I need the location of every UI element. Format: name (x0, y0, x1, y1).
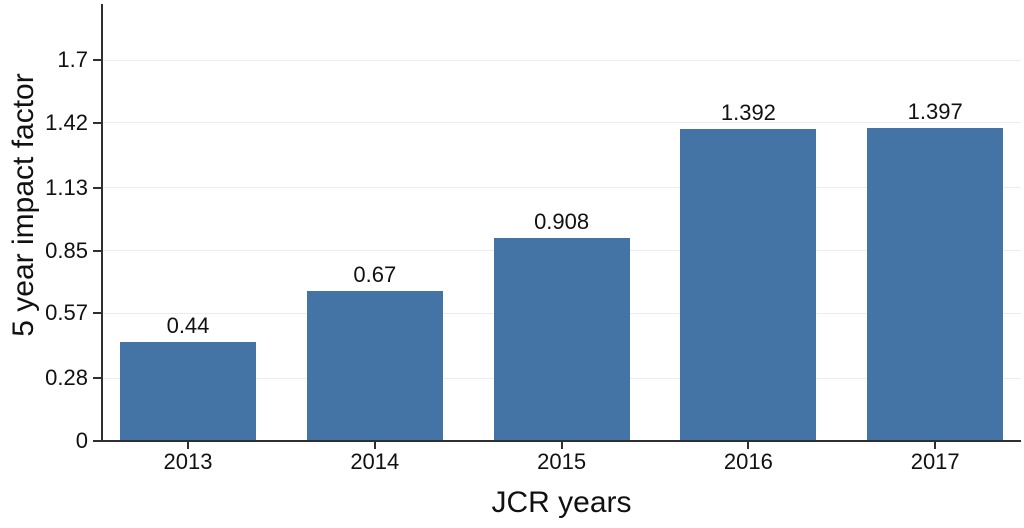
x-axis-tick (934, 441, 937, 449)
x-axis-line (94, 440, 1021, 442)
y-axis-tick (93, 312, 102, 315)
y-axis-tick (93, 249, 102, 252)
y-tick-label: 0.85 (45, 237, 88, 263)
y-axis-tick (93, 59, 102, 62)
x-tick-label: 2013 (163, 449, 213, 474)
bar-2013 (120, 342, 256, 441)
y-tick-label: 1.13 (45, 174, 88, 200)
bar-2015 (493, 237, 630, 441)
x-axis-tick (187, 441, 189, 449)
y-axis-title: 5 year impact factor (7, 73, 40, 337)
gridline (102, 122, 1021, 124)
bar-value-label: 0.908 (534, 208, 590, 234)
y-axis-tick (93, 186, 102, 189)
bar-value-label: 0.67 (353, 261, 397, 287)
x-tick-label: 2015 (537, 449, 587, 474)
x-axis-tick (747, 441, 750, 449)
bar-value-label: 0.44 (166, 313, 210, 339)
bar-2017 (867, 127, 1004, 441)
x-tick-label: 2016 (723, 449, 773, 474)
bar-2016 (680, 129, 817, 441)
y-axis-tick (93, 377, 102, 380)
x-axis-tick (373, 441, 376, 449)
x-tick-label: 2014 (350, 449, 400, 474)
bar-value-label: 1.397 (907, 98, 963, 124)
y-tick-label: 1.42 (45, 109, 88, 135)
bar-2014 (306, 290, 443, 441)
gridline (102, 59, 1021, 61)
y-axis-line (101, 4, 103, 441)
x-axis-title: JCR years (491, 486, 632, 519)
y-tick-label: 0.28 (45, 365, 88, 391)
y-axis-tick (93, 121, 102, 124)
y-tick-label: 0 (75, 428, 88, 453)
y-tick-label: 0.57 (45, 300, 88, 326)
x-axis-tick (560, 441, 563, 449)
x-tick-label: 2017 (910, 449, 960, 474)
gridline (102, 187, 1021, 189)
bar-value-label: 1.392 (720, 100, 776, 126)
y-tick-label: 1.7 (57, 47, 88, 73)
